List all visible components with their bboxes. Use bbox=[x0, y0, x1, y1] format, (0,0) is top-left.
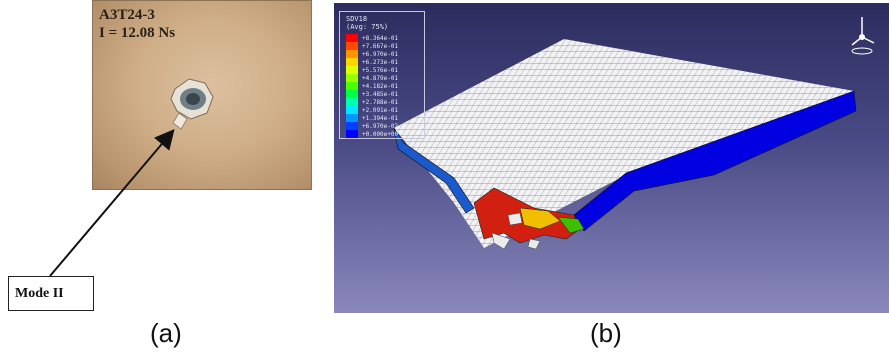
legend-value: +7.667e-01 bbox=[362, 42, 399, 50]
legend-value: +2.091e-01 bbox=[362, 106, 399, 114]
damage-zone-green bbox=[557, 216, 585, 234]
fe-simulation-panel: SDV18 (Avg: 75%) +8.364e-01 +7.667e-01 +6.… bbox=[334, 3, 889, 313]
legend-swatch bbox=[346, 82, 358, 90]
legend-rows: +8.364e-01 +7.667e-01 +6.970e-01 +6.273e-01… bbox=[346, 34, 398, 138]
orientation-triad-icon bbox=[851, 17, 875, 55]
debris-fragment bbox=[491, 232, 511, 250]
legend-value: +6.273e-01 bbox=[362, 58, 399, 66]
legend-value: +8.364e-01 bbox=[362, 34, 399, 42]
legend-row: +2.788e-01 bbox=[346, 98, 398, 106]
legend-row: +6.970e-02 bbox=[346, 122, 398, 130]
perforation-damage bbox=[170, 78, 214, 130]
legend-value: +1.394e-01 bbox=[362, 114, 399, 122]
legend-swatch bbox=[346, 130, 358, 138]
legend-row: +4.182e-01 bbox=[346, 82, 398, 90]
legend-value: +6.970e-02 bbox=[362, 122, 399, 130]
legend-value: +3.485e-01 bbox=[362, 90, 399, 98]
legend-row: +6.273e-01 bbox=[346, 58, 398, 66]
legend-value: +4.182e-01 bbox=[362, 82, 399, 90]
blue-edge-band bbox=[573, 90, 857, 232]
damage-zone-yellow bbox=[519, 207, 561, 230]
legend-value: +2.788e-01 bbox=[362, 98, 399, 106]
legend-title: SDV18 bbox=[346, 15, 368, 23]
legend-swatch bbox=[346, 66, 358, 74]
specimen-id-label: A3T24-3 bbox=[99, 7, 155, 23]
legend-swatch bbox=[346, 74, 358, 82]
debris-fragment bbox=[527, 238, 541, 250]
legend-value: +6.970e-01 bbox=[362, 50, 399, 58]
debris-fragment bbox=[507, 212, 523, 226]
impulse-label: I = 12.08 Ns bbox=[99, 25, 176, 41]
legend-row: +5.576e-01 bbox=[346, 66, 398, 74]
legend-swatch bbox=[346, 42, 358, 50]
legend-row: +8.364e-01 bbox=[346, 34, 398, 42]
legend-row: +4.879e-01 bbox=[346, 74, 398, 82]
legend-row: +6.970e-01 bbox=[346, 50, 398, 58]
legend-swatch bbox=[346, 114, 358, 122]
legend-swatch bbox=[346, 90, 358, 98]
legend-row: +0.000e+00 bbox=[346, 130, 398, 138]
legend-row: +1.394e-01 bbox=[346, 114, 398, 122]
mode-callout-box: Mode II bbox=[8, 276, 94, 311]
legend-swatch bbox=[346, 50, 358, 58]
legend-value: +4.879e-01 bbox=[362, 74, 399, 82]
legend-row: +2.091e-01 bbox=[346, 106, 398, 114]
legend-swatch bbox=[346, 98, 358, 106]
legend-row: +7.667e-01 bbox=[346, 42, 398, 50]
caption-b: (b) bbox=[590, 318, 622, 348]
legend-subtitle: (Avg: 75%) bbox=[346, 23, 389, 31]
legend-swatch bbox=[346, 34, 358, 42]
legend-swatch bbox=[346, 58, 358, 66]
legend-value: +0.000e+00 bbox=[362, 130, 399, 138]
specimen-photo: A3T24-3 I = 12.08 Ns bbox=[92, 0, 312, 190]
legend-row: +3.485e-01 bbox=[346, 90, 398, 98]
plate-top-surface bbox=[394, 39, 854, 248]
legend-value: +5.576e-01 bbox=[362, 66, 399, 74]
caption-a: (a) bbox=[150, 318, 182, 348]
legend-swatch bbox=[346, 106, 358, 114]
mode-callout-label: Mode II bbox=[15, 285, 64, 301]
deformed-plate-mesh bbox=[393, 39, 857, 250]
legend-swatch bbox=[346, 122, 358, 130]
left-edge-band bbox=[393, 127, 475, 214]
contour-legend: SDV18 (Avg: 75%) +8.364e-01 +7.667e-01 +6.… bbox=[339, 11, 425, 139]
